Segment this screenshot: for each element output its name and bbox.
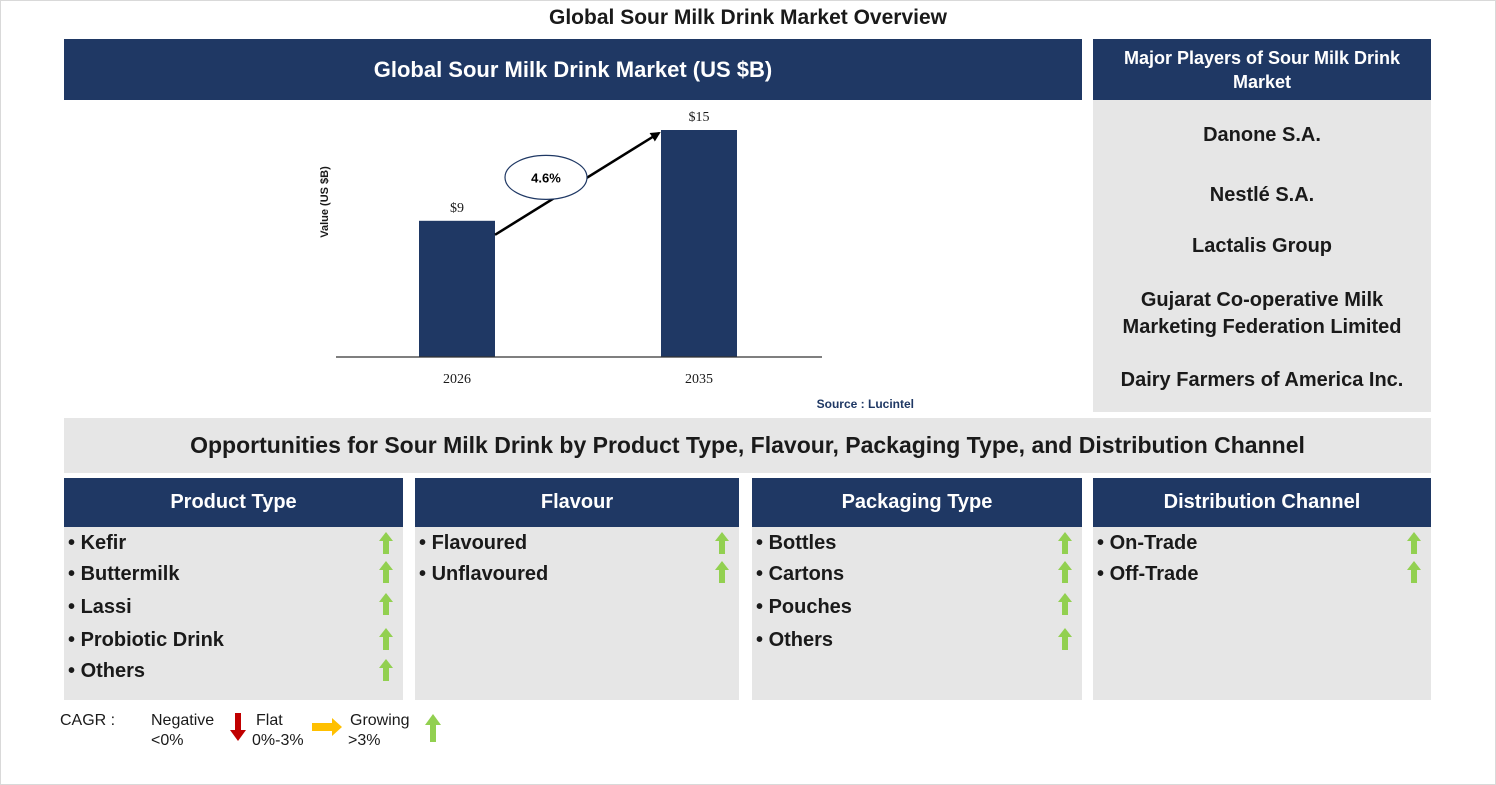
player-item: Lactalis Group [1191, 235, 1333, 257]
y-axis-label: Value (US $B) [319, 166, 331, 238]
bullet-icon: • [419, 563, 432, 585]
segment-item-label: Probiotic Drink [80, 629, 224, 651]
green-up-arrow-icon [379, 561, 393, 583]
green-up-arrow-icon [379, 659, 393, 681]
opportunities-banner: Opportunities for Sour Milk Drink by Pro… [64, 418, 1431, 473]
bullet-icon: • [1097, 563, 1110, 585]
segment-item: • Unflavoured [419, 563, 548, 586]
green-up-arrow-icon [1058, 561, 1072, 583]
green-up-arrow-icon [425, 714, 441, 742]
segment-header: Packaging Type [752, 478, 1082, 527]
bar-2026 [419, 220, 495, 357]
green-up-arrow-icon [1058, 532, 1072, 554]
x-tick-label: 2035 [685, 372, 713, 387]
segment-header: Flavour [415, 478, 739, 527]
segment-column: Distribution Channel • On-Trade • Off-Trad… [1093, 478, 1431, 700]
cagr-label: 4.6% [531, 170, 561, 185]
player-item: Dairy Farmers of America Inc. [1120, 369, 1404, 391]
bullet-icon: • [756, 596, 769, 618]
segment-item-label: Off-Trade [1109, 563, 1199, 585]
segment-item-label: Bottles [768, 532, 837, 554]
segment-item: • Bottles [756, 532, 836, 555]
legend-flat-range: 0%-3% [252, 732, 304, 749]
bullet-icon: • [419, 532, 432, 554]
data-label: $15 [689, 110, 710, 125]
segment-item-label: Unflavoured [431, 563, 549, 585]
red-down-arrow-icon [230, 713, 246, 741]
segment-item: • Kefir [68, 532, 126, 555]
bars-group: $9 2026 $15 2035 [419, 110, 737, 387]
green-up-arrow-icon [1407, 561, 1421, 583]
chart-header: Global Sour Milk Drink Market (US $B) [64, 39, 1082, 100]
green-up-arrow-icon [1407, 532, 1421, 554]
segment-item: • Cartons [756, 563, 844, 586]
bullet-icon: • [68, 660, 81, 682]
green-up-arrow-icon [379, 593, 393, 615]
segment-column: Flavour • Flavoured • Unflavoured [415, 478, 739, 700]
legend-negative-label: Negative [151, 712, 215, 729]
segment-column: Packaging Type • Bottles • Cartons • Pouche… [752, 478, 1082, 700]
players-panel: Danone S.A. Nestlé S.A. Lactalis Group G… [1093, 100, 1431, 412]
green-up-arrow-icon [715, 561, 729, 583]
legend-flat-label: Flat [256, 712, 283, 729]
segment-item: • Pouches [756, 596, 852, 619]
segment-item-label: Others [80, 660, 146, 682]
player-item: Gujarat Co-operative Milk Marketing Fede… [1122, 289, 1402, 338]
segment-item: • Off-Trade [1097, 563, 1198, 586]
legend-negative-range: <0% [151, 732, 184, 749]
bullet-icon: • [68, 563, 81, 585]
segment-item: • Lassi [68, 596, 132, 619]
segment-item: • Flavoured [419, 532, 527, 555]
segment-item-label: Cartons [768, 563, 845, 585]
green-up-arrow-icon [379, 532, 393, 554]
bullet-icon: • [756, 563, 769, 585]
chart-source: Source : Lucintel [817, 397, 914, 411]
green-up-arrow-icon [1058, 593, 1072, 615]
segment-item-label: Flavoured [431, 532, 528, 554]
bullet-icon: • [68, 596, 81, 618]
green-up-arrow-icon [1058, 628, 1072, 650]
segment-item: • Buttermilk [68, 563, 179, 586]
segment-column: Product Type • Kefir • Buttermilk • Lassi • … [64, 478, 403, 700]
segment-item-label: Others [768, 629, 834, 651]
market-bar-chart: Value (US $B) $9 2026 $15 2035 4.6% Source … [319, 110, 914, 411]
data-label: $9 [450, 201, 464, 216]
bullet-icon: • [756, 629, 769, 651]
segment-item: • Others [68, 660, 145, 683]
segment-item-label: On-Trade [1109, 532, 1198, 554]
segment-item-label: Kefir [80, 532, 127, 554]
legend-cagr-label: CAGR : [60, 712, 116, 729]
orange-right-arrow-icon [312, 718, 342, 736]
legend-growing-range: >3% [348, 732, 381, 749]
player-item: Danone S.A. [1203, 124, 1321, 146]
segment-header: Distribution Channel [1093, 478, 1431, 527]
segment-item-label: Buttermilk [80, 563, 180, 585]
bullet-icon: • [68, 532, 81, 554]
bullet-icon: • [1097, 532, 1110, 554]
legend-growing-label: Growing [350, 712, 410, 729]
segment-item-label: Lassi [80, 596, 132, 618]
segment-item: • On-Trade [1097, 532, 1197, 555]
green-up-arrow-icon [379, 628, 393, 650]
cagr-ellipse [504, 154, 588, 201]
segment-header: Product Type [64, 478, 403, 527]
player-item: Nestlé S.A. [1209, 184, 1315, 206]
x-tick-label: 2026 [443, 372, 471, 387]
segment-item-label: Pouches [768, 596, 852, 618]
segment-item: • Probiotic Drink [68, 629, 224, 652]
segment-item: • Others [756, 629, 833, 652]
page-title: Global Sour Milk Drink Market Overview [549, 6, 947, 29]
bar-2035 [661, 130, 737, 357]
players-header: Major Players of Sour Milk Drink Market [1093, 39, 1431, 100]
bullet-icon: • [756, 532, 769, 554]
green-up-arrow-icon [715, 532, 729, 554]
bullet-icon: • [68, 629, 81, 651]
